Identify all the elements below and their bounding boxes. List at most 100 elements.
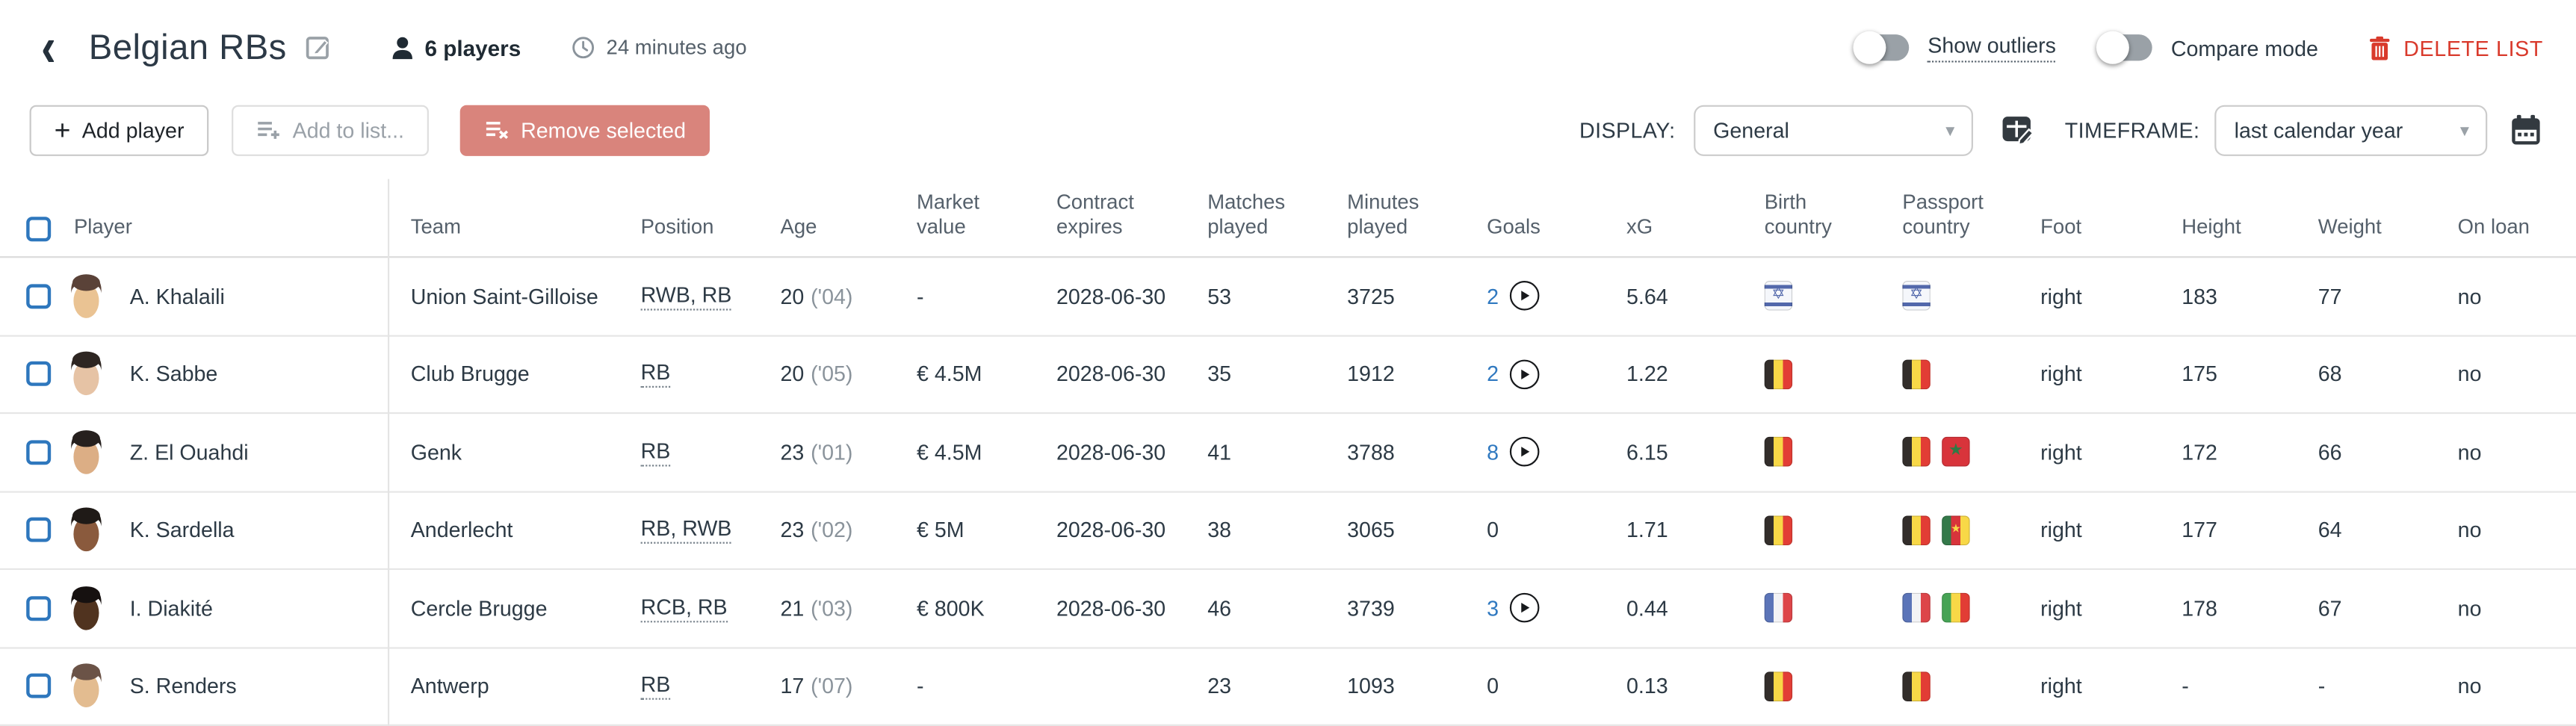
flag-icon-IL: ✡: [1764, 281, 1793, 311]
compare-mode-label: Compare mode: [2170, 35, 2318, 60]
goals-value[interactable]: 8: [1487, 439, 1499, 465]
row-checkbox[interactable]: [26, 595, 52, 621]
column-header-minutes-played[interactable]: Minutes played: [1324, 179, 1464, 256]
age-value: 23: [780, 439, 805, 465]
foot-cell: right: [2017, 258, 2158, 334]
column-header-birth-country[interactable]: Birth country: [1741, 179, 1880, 256]
play-video-button[interactable]: [1510, 281, 1540, 311]
passport-country-cell: [1880, 336, 2018, 412]
flag-icon-BE: [1764, 671, 1793, 701]
timeframe-select[interactable]: last calendar year ▾: [2214, 104, 2488, 155]
display-select[interactable]: General ▾: [1693, 104, 1973, 155]
column-header-team[interactable]: Team: [388, 179, 618, 256]
toolbar: + Add player Add to list... Remove selec…: [0, 96, 2576, 164]
team-cell: Union Saint-Gilloise: [388, 258, 618, 334]
column-header-market-value[interactable]: Market value: [894, 179, 1033, 256]
player-name[interactable]: K. Sardella: [129, 518, 235, 543]
calendar-button[interactable]: [2509, 112, 2543, 148]
table-header-row: Player Team Position Age Market value Contrac…: [0, 179, 2576, 258]
age-value: 23: [780, 518, 805, 543]
age-cell: 20 ('04): [758, 258, 894, 334]
chevron-down-icon: ▾: [2459, 120, 2470, 141]
add-player-button[interactable]: + Add player: [29, 104, 209, 155]
player-name[interactable]: I. Diakité: [129, 595, 213, 621]
column-header-label: Weight: [2318, 215, 2382, 239]
weight-cell: 67: [2295, 570, 2435, 646]
column-header-foot[interactable]: Foot: [2017, 179, 2158, 256]
column-header-weight[interactable]: Weight: [2295, 179, 2435, 256]
weight-cell: 68: [2295, 336, 2435, 412]
flag-icon-BE: [1902, 515, 1931, 545]
compare-mode-toggle[interactable]: [2096, 31, 2153, 64]
goals-value[interactable]: 2: [1487, 362, 1499, 387]
matches-played-cell: 38: [1184, 492, 1324, 568]
contract-expires-value: 2028-06-30: [1056, 283, 1166, 308]
flag-icon-BE: [1764, 515, 1793, 545]
goals-value[interactable]: 2: [1487, 283, 1499, 308]
flag-icon-MA: ★: [1942, 437, 1970, 468]
add-to-list-button[interactable]: Add to list...: [232, 104, 429, 155]
goals-value[interactable]: 3: [1487, 595, 1499, 621]
age-value: 20: [780, 283, 805, 308]
select-all-checkbox[interactable]: [26, 217, 52, 242]
position-cell: RB: [618, 414, 758, 490]
goals-cell: 0: [1464, 492, 1603, 568]
display-select-value: General: [1713, 117, 1789, 143]
row-checkbox[interactable]: [26, 362, 52, 387]
column-header-label: xG: [1626, 215, 1653, 239]
column-header-passport-country[interactable]: Passport country: [1880, 179, 2018, 256]
column-header-label: Passport country: [1902, 190, 1984, 239]
row-checkbox[interactable]: [26, 439, 52, 465]
foot-cell: right: [2017, 336, 2158, 412]
row-checkbox[interactable]: [26, 518, 52, 543]
xg-cell: 5.64: [1603, 258, 1741, 334]
play-video-button[interactable]: [1510, 593, 1540, 623]
flag-icon-FR: [1902, 593, 1931, 623]
column-header-position[interactable]: Position: [618, 179, 758, 256]
play-video-button[interactable]: [1510, 359, 1540, 389]
matches-played-value: 23: [1207, 674, 1232, 699]
height-value: 177: [2182, 518, 2217, 543]
column-header-xg[interactable]: xG: [1603, 179, 1741, 256]
table-row: Z. El Ouahdi Genk RB 23 ('01) € 4.5M 2028-06-3…: [0, 414, 2576, 492]
player-cell: A. Khalaili: [0, 258, 388, 334]
weight-value: 64: [2318, 518, 2342, 543]
edit-columns-button[interactable]: [1999, 111, 2037, 149]
xg-cell: 6.15: [1603, 414, 1741, 490]
back-button[interactable]: ‹: [40, 16, 56, 78]
weight-cell: -: [2295, 648, 2435, 724]
players-table: Player Team Position Age Market value Contrac…: [0, 179, 2576, 726]
player-name[interactable]: K. Sabbe: [129, 362, 218, 387]
column-header-goals[interactable]: Goals: [1464, 179, 1603, 256]
on-loan-value: no: [2457, 439, 2482, 465]
height-cell: 175: [2158, 336, 2295, 412]
show-outliers-toggle[interactable]: [1854, 31, 1910, 64]
team-cell: Genk: [388, 414, 618, 490]
player-name[interactable]: Z. El Ouahdi: [129, 439, 249, 465]
table-row: K. Sardella Anderlecht RB, RWB 23 ('02) € 5M 2…: [0, 492, 2576, 571]
row-checkbox[interactable]: [26, 674, 52, 699]
contract-expires-cell: 2028-06-30: [1033, 570, 1184, 646]
position-cell: RB: [618, 648, 758, 724]
add-player-label: Add player: [81, 117, 185, 143]
list-remove-icon: [485, 120, 521, 140]
column-header-player[interactable]: Player: [0, 179, 388, 256]
player-name[interactable]: S. Renders: [129, 674, 237, 699]
row-checkbox[interactable]: [26, 283, 52, 308]
player-name[interactable]: A. Khalaili: [129, 283, 225, 308]
column-header-age[interactable]: Age: [758, 179, 894, 256]
play-video-button[interactable]: [1510, 437, 1540, 468]
column-header-label: Foot: [2040, 215, 2082, 239]
table-row: I. Diakité Cercle Brugge RCB, RB 21 ('03) € 8…: [0, 570, 2576, 648]
column-header-height[interactable]: Height: [2158, 179, 2295, 256]
table-row: K. Sabbe Club Brugge RB 20 ('05) € 4.5M 2028-0…: [0, 336, 2576, 415]
remove-selected-button[interactable]: Remove selected: [459, 104, 710, 155]
edit-title-icon[interactable]: [305, 34, 331, 60]
on-loan-value: no: [2457, 283, 2482, 308]
height-cell: 172: [2158, 414, 2295, 490]
player-avatar: [64, 505, 108, 556]
delete-list-button[interactable]: DELETE LIST: [2369, 35, 2543, 60]
column-header-matches-played[interactable]: Matches played: [1184, 179, 1324, 256]
column-header-on-loan[interactable]: On loan: [2435, 179, 2576, 256]
column-header-contract-expires[interactable]: Contract expires: [1033, 179, 1184, 256]
